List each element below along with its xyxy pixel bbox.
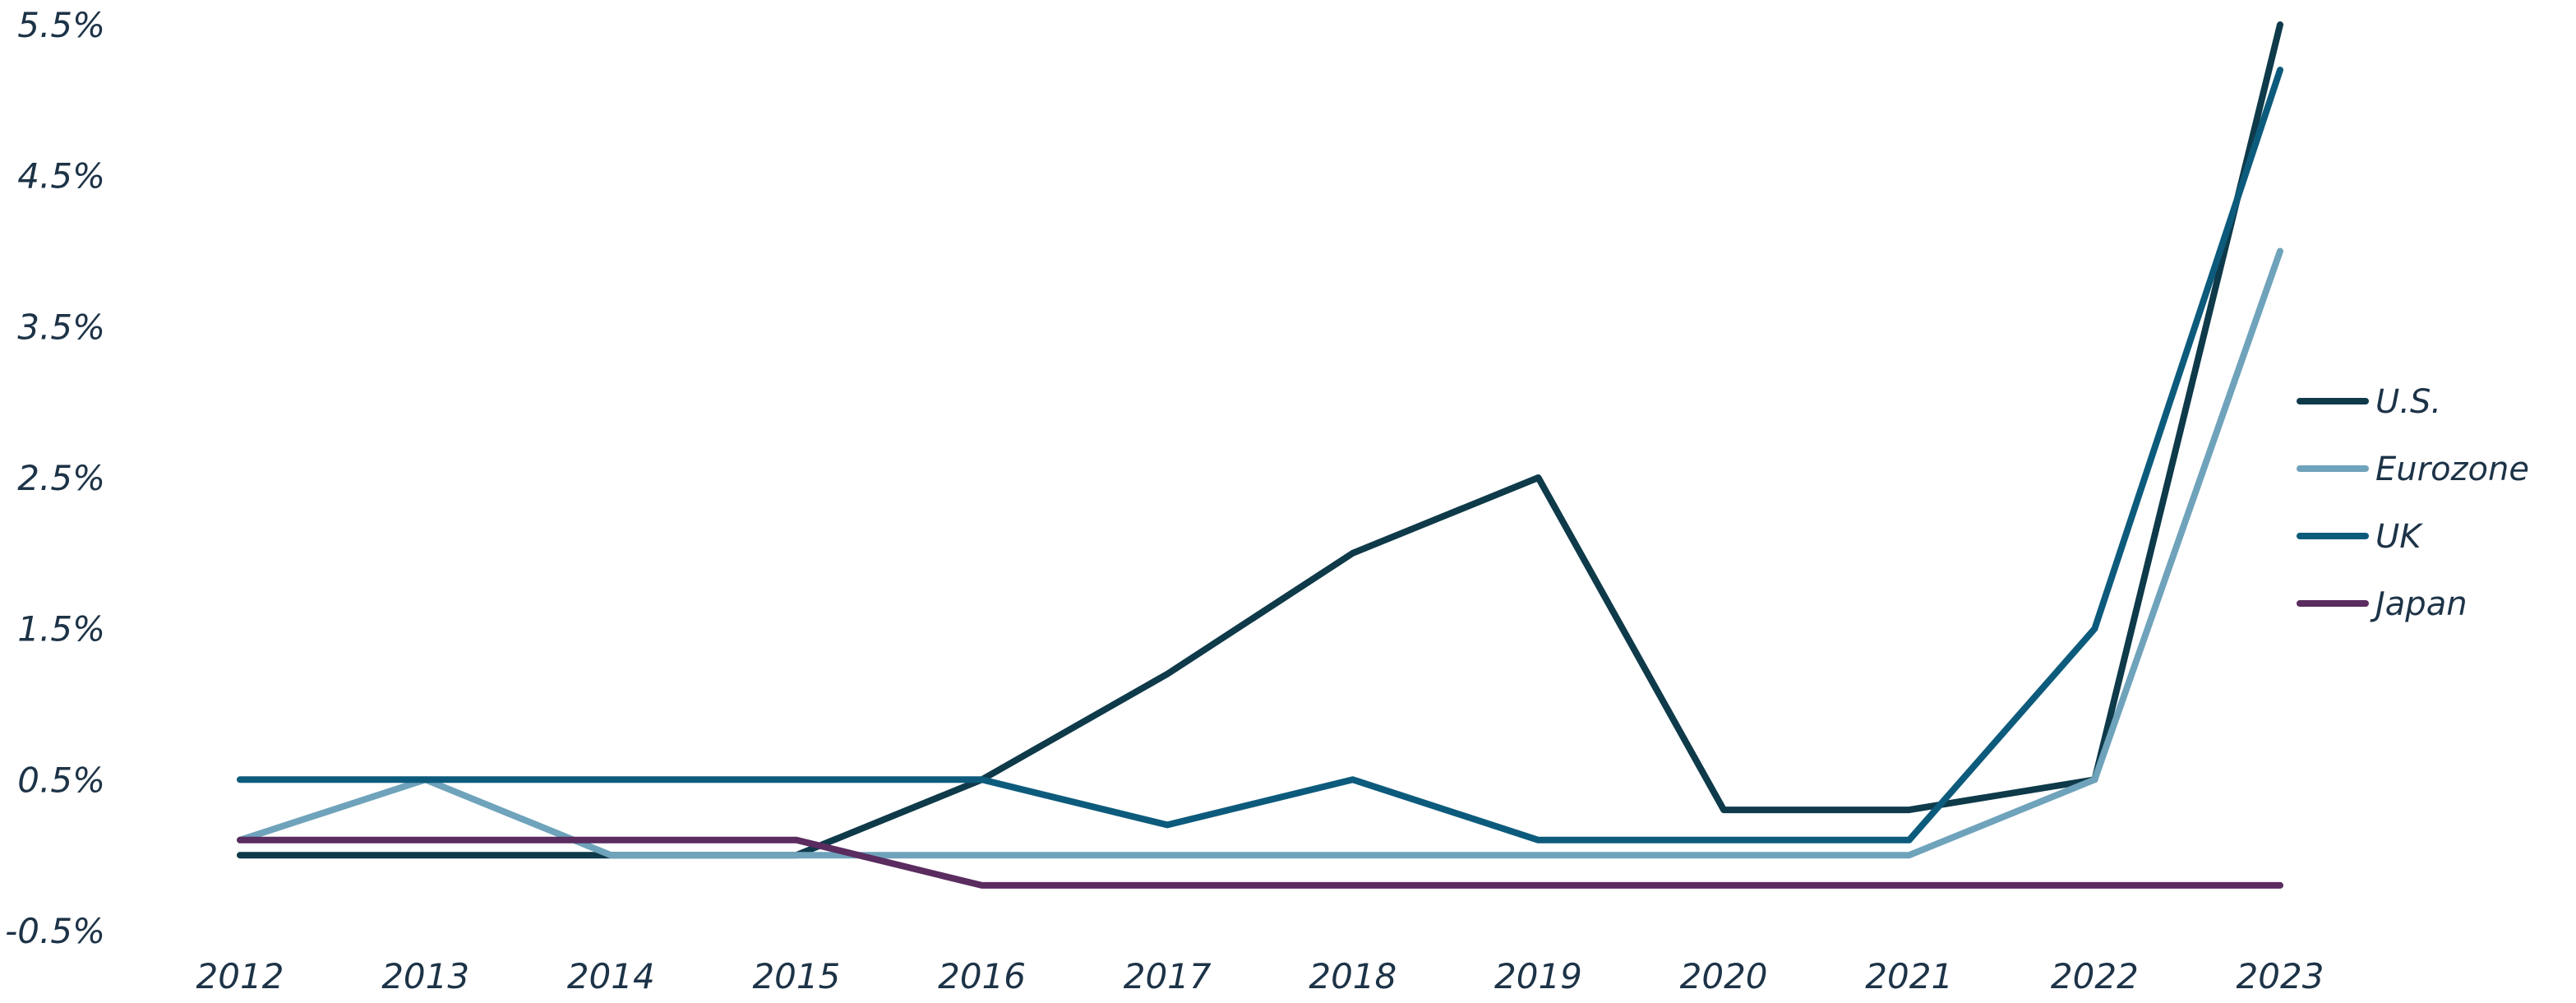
- legend-label: Eurozone: [2375, 451, 2529, 488]
- x-tick-label: 2023: [2237, 956, 2324, 996]
- legend-label: Japan: [2370, 585, 2468, 623]
- series-line-u-s: [237, 21, 2283, 859]
- x-tick-label: 2019: [1494, 956, 1582, 996]
- legend-item-uk: UK: [2297, 518, 2423, 556]
- legend-item-japan: Japan: [2297, 585, 2468, 623]
- y-tick-label: 0.5%: [17, 760, 105, 800]
- series-lines: [237, 21, 2283, 889]
- series-line-uk: [237, 67, 2283, 844]
- legend-label: UK: [2375, 518, 2423, 556]
- x-tick-label: 2015: [752, 956, 840, 996]
- y-tick-label: -0.5%: [5, 911, 105, 951]
- x-tick-label: 2014: [567, 956, 655, 996]
- x-tick-label: 2018: [1309, 956, 1396, 996]
- legend-item-eurozone: Eurozone: [2297, 451, 2529, 488]
- y-tick-label: 3.5%: [17, 307, 105, 347]
- y-tick-label: 5.5%: [17, 5, 105, 45]
- series-line-japan: [237, 836, 2283, 889]
- x-axis: 2012 2013 2014 2015 2016 2017 2018 2019 2020 2021…: [196, 956, 2324, 996]
- y-tick-label: 2.5%: [17, 458, 105, 498]
- x-tick-label: 2012: [196, 956, 284, 996]
- legend-item-u-s: U.S.: [2297, 383, 2441, 421]
- y-tick-label: 1.5%: [17, 609, 105, 649]
- x-tick-label: 2020: [1680, 956, 1768, 996]
- legend-label: U.S.: [2375, 383, 2441, 421]
- x-tick-label: 2017: [1124, 956, 1212, 996]
- legend: U.S. Eurozone UK Japan: [2297, 383, 2529, 623]
- y-axis: -0.5% 0.5% 1.5% 2.5% 3.5% 4.5% 5.5%: [5, 5, 105, 951]
- x-tick-label: 2016: [938, 956, 1026, 996]
- y-tick-label: 4.5%: [17, 156, 105, 196]
- x-tick-label: 2022: [2051, 956, 2139, 996]
- x-tick-label: 2021: [1865, 956, 1953, 996]
- x-tick-label: 2013: [381, 956, 469, 996]
